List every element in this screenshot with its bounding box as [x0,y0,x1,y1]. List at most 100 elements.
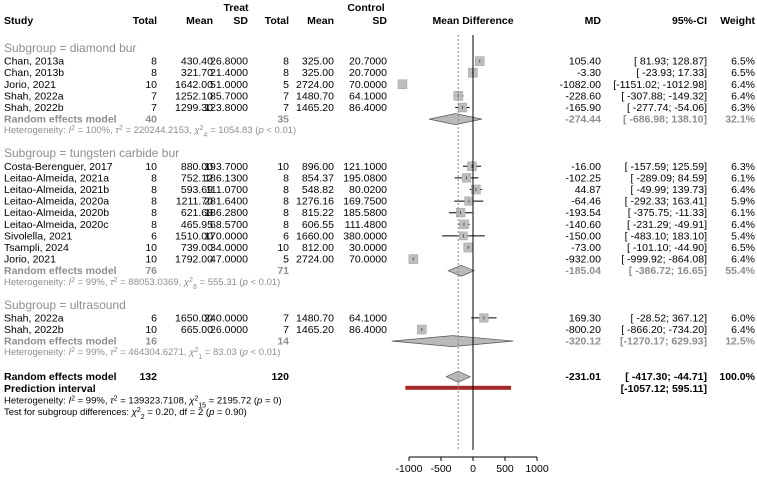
control-total: 8 [283,184,289,196]
text-part: 2 [71,125,75,132]
control-mean: 1660.00 [296,230,334,242]
text-part: < 0.01) [248,277,280,288]
text-part: τ [110,395,115,406]
text-part: Heterogeneity: [4,395,68,406]
pooled-diamond [391,335,514,347]
ci-value: [ -999.92; -864.08] [621,254,707,266]
weight-value: 6.4% [731,324,755,336]
text-part: Heterogeneity: [4,125,68,136]
control-total: 8 [283,172,289,184]
x-tick-label: -1000 [396,463,423,475]
text-part: = 0) [262,395,281,406]
weight-value: 6.1% [731,172,755,184]
weight-value: 6.4% [731,254,755,266]
control-mean: 606.55 [302,219,334,231]
md-value: -3.30 [577,67,601,79]
study-name: Jorio, 2021 [4,79,56,91]
md-value: -231.01 [565,371,601,383]
treat-total: 40 [145,114,157,126]
treat-sd: 281.6400 [204,196,248,208]
ci-value: [ -686.98; 138.10] [623,114,707,126]
text-part: 1 [198,354,202,361]
text-part: = 0.90) [214,407,246,418]
text-part: = 555.31 ( [197,277,244,288]
text-part: 2 [119,125,123,132]
treat-total: 8 [151,184,157,196]
text-part: p [242,347,248,358]
md-value: -102.25 [565,172,601,184]
weight-value: 6.5% [731,56,755,68]
control-sd: 111.4800 [345,219,387,231]
treat-total: 7 [151,90,157,102]
treat-mean: 1642.00 [175,79,213,91]
control-total: 8 [283,196,289,208]
weight-value: 6.1% [731,207,755,219]
random-effects-label: Random effects model [4,114,117,126]
text-part: τ [115,125,120,136]
control-mean: 325.00 [302,67,334,79]
md-value: -185.04 [565,265,601,277]
treat-sd: 123.8000 [204,102,248,114]
treat-total: 10 [145,79,157,91]
text-part: τ [110,277,115,288]
heterogeneity-text: Heterogeneity: I2 = 99%, τ2 = 88053.0369… [4,276,280,290]
text-part: = 220244.2153, [123,125,195,136]
treat-mean: 621.68 [181,207,213,219]
md-value: -64.46 [571,196,601,208]
text-part: = 1054.83 ( [207,125,259,136]
treat-total: 8 [151,219,157,231]
control-total: 10 [277,161,289,173]
ci-value: [ -231.29; -49.91] [627,219,707,231]
study-name: Shah, 2022a [4,312,64,324]
control-mean: 854.37 [302,172,334,184]
subgroup-title: Subgroup = diamond bur [4,41,136,55]
text-part: 2 [71,276,75,283]
text-part: = 83.03 ( [202,347,243,358]
total-header: Total [265,15,289,27]
control-sd: 70.0000 [349,79,387,91]
text-part: I [68,347,71,358]
md-value: 44.87 [575,184,601,196]
text-part: 2 [114,347,118,354]
treat-sd: 85.7000 [210,90,248,102]
control-total: 7 [283,324,289,336]
control-sd: 380.0000 [343,230,387,242]
weight-value: 6.3% [731,161,755,173]
text-part: χ [188,395,195,406]
study-name: Leitao-Almeida, 2021b [4,184,109,196]
text-part: = 2195.72 ( [206,395,258,406]
control-total: 8 [283,219,289,231]
text-part: p [242,277,248,288]
treat-sd: 68.5700 [210,219,248,231]
control-total: 8 [283,56,289,68]
treat-mean: 1299.30 [175,102,213,114]
weight-value: 100.0% [719,371,755,383]
ci-value: [-1057.12; 595.11] [621,383,707,395]
weight-value: 32.1% [725,114,755,126]
heterogeneity-text: Heterogeneity: I2 = 100%, τ2 = 220244.21… [4,125,296,139]
control-mean: 1465.20 [296,324,334,336]
text-part: 15 [198,402,206,409]
ci-value: [ -375.75; -11.33] [628,207,707,219]
treat-mean: 430.40 [181,56,213,68]
control-total: 8 [283,67,289,79]
text-part: 8 [193,283,197,290]
control-mean: 2724.00 [296,254,334,266]
md-value: -932.00 [565,254,601,266]
treat-mean: 1252.10 [175,90,213,102]
control-sd: 86.4000 [349,102,387,114]
subgroup-test-text: Test for subgroup differences: χ22 = 0.2… [4,407,247,421]
overall-heterogeneity-text: Heterogeneity: I2 = 99%, τ2 = 139323.710… [4,395,282,409]
ci-header: 95%-CI [672,15,707,27]
weight-value: 5.9% [731,196,755,208]
treat-total: 8 [151,67,157,79]
text-part: < 0.01) [248,347,280,358]
text-part: 2 [71,347,75,354]
text-part: = 100%, [75,125,115,136]
weight-header: Weight [720,15,755,27]
treat-sd: 186.1300 [204,172,248,184]
random-effects-label: Random effects model [4,336,117,348]
text-part: = 88053.0369, [118,277,184,288]
study-name: Jorio, 2021 [4,254,56,266]
total-header: Total [133,15,157,27]
